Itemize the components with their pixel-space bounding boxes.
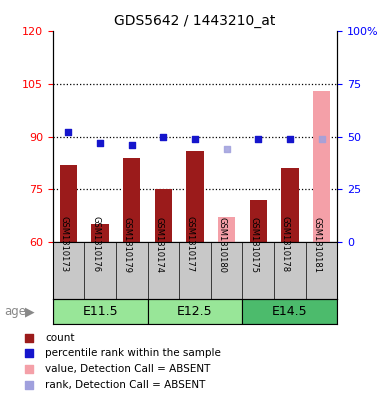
Bar (53, 299, 147, 324)
Point (25, 381, 32, 387)
Text: GSM1310173: GSM1310173 (59, 217, 69, 273)
Bar (250, 200, 267, 242)
Text: GSM1310174: GSM1310174 (154, 217, 163, 272)
Point (97, 140, 103, 146)
Point (25, 366, 32, 372)
Text: GSM1310177: GSM1310177 (186, 217, 195, 273)
Text: GSM1310175: GSM1310175 (249, 217, 258, 272)
Bar (281, 168, 299, 242)
Point (129, 142, 135, 148)
Text: GSM1310179: GSM1310179 (123, 217, 132, 272)
Bar (155, 189, 172, 242)
Text: GSM1310176: GSM1310176 (91, 217, 100, 273)
Text: GSM1310178: GSM1310178 (281, 217, 290, 273)
Text: E12.5: E12.5 (177, 305, 213, 318)
Point (223, 146, 230, 152)
Point (287, 136, 293, 142)
Point (318, 136, 324, 142)
Text: E11.5: E11.5 (82, 305, 118, 318)
Point (192, 136, 198, 142)
Point (25, 350, 32, 356)
Text: percentile rank within the sample: percentile rank within the sample (45, 349, 221, 358)
Bar (186, 151, 204, 242)
Text: rank, Detection Call = ABSENT: rank, Detection Call = ABSENT (45, 380, 205, 389)
Text: E14.5: E14.5 (272, 305, 308, 318)
Point (66, 129, 72, 136)
Point (255, 136, 261, 142)
Bar (313, 91, 330, 242)
Text: age: age (4, 305, 26, 318)
Bar (60, 165, 77, 242)
Bar (123, 158, 140, 242)
Text: GSM1310181: GSM1310181 (312, 217, 321, 272)
Bar (91, 224, 109, 242)
Title: GDS5642 / 1443210_at: GDS5642 / 1443210_at (114, 14, 276, 28)
Text: count: count (45, 333, 74, 343)
Bar (147, 299, 243, 324)
Text: GSM1310180: GSM1310180 (218, 217, 227, 272)
Text: ▶: ▶ (25, 305, 35, 318)
Bar (218, 217, 235, 242)
Bar (243, 299, 337, 324)
Point (160, 133, 167, 140)
Text: value, Detection Call = ABSENT: value, Detection Call = ABSENT (45, 364, 210, 374)
Point (25, 335, 32, 341)
